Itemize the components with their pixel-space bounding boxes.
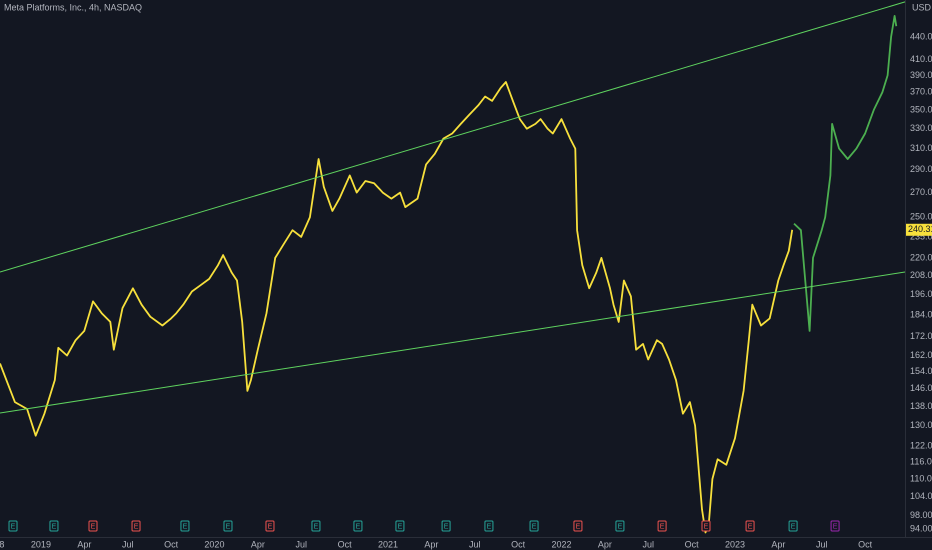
last-price-label: 240.31	[908, 224, 932, 234]
earnings-marker	[311, 520, 321, 532]
earnings-label: E	[704, 523, 709, 530]
earnings-marker	[745, 520, 755, 532]
earnings-marker	[88, 520, 98, 532]
earnings-marker	[529, 520, 539, 532]
earnings-label: E	[398, 523, 403, 530]
y-tick-label: 390.00	[910, 70, 932, 80]
y-tick-label: 250.00	[910, 212, 932, 222]
y-tick-label: 410.00	[910, 54, 932, 64]
x-tick-label: Jul	[816, 539, 828, 549]
x-tick-label: Oct	[685, 539, 700, 549]
y-tick-label: 440.00	[910, 31, 932, 41]
x-tick-label: Jul	[122, 539, 134, 549]
earnings-label: E	[91, 523, 96, 530]
x-tick-label: Jul	[469, 539, 481, 549]
earnings-label: E	[748, 523, 753, 530]
price-line	[0, 1, 906, 273]
y-tick-label: 310.00	[910, 143, 932, 153]
y-tick-label: 98.00	[910, 510, 932, 520]
y-tick-label: 110.00	[910, 473, 932, 483]
y-tick-label: 138.00	[910, 401, 932, 411]
chart-title: Meta Platforms, Inc., 4h, NASDAQ	[4, 2, 142, 12]
earnings-label: E	[356, 523, 361, 530]
x-tick-label: Oct	[858, 539, 873, 549]
earnings-marker	[180, 520, 190, 532]
earnings-label: E	[268, 523, 273, 530]
y-tick-label: 94.00	[910, 523, 932, 533]
y-tick-label: 146.00	[910, 383, 932, 393]
x-tick-label: 2020	[204, 539, 224, 549]
earnings-label: E	[226, 523, 231, 530]
last-price-tag	[906, 223, 932, 236]
x-tick-label: Apr	[251, 539, 265, 549]
x-tick-label: Oct	[338, 539, 353, 549]
price-line	[0, 81, 794, 534]
earnings-marker	[615, 520, 625, 532]
x-tick-label: Apr	[424, 539, 438, 549]
earnings-label: E	[532, 523, 537, 530]
y-tick-label: 370.00	[910, 87, 932, 97]
earnings-label: E	[134, 523, 139, 530]
earnings-marker	[49, 520, 59, 532]
earnings-label: E	[444, 523, 449, 530]
earnings-marker	[131, 520, 141, 532]
earnings-label: E	[314, 523, 319, 530]
x-tick-label: Oct	[164, 539, 179, 549]
x-tick-label: 2021	[378, 539, 398, 549]
earnings-label: E	[660, 523, 665, 530]
y-axis-label: USD	[912, 2, 932, 12]
earnings-marker	[353, 520, 363, 532]
y-tick-label: 270.00	[910, 187, 932, 197]
y-tick-label: 122.00	[910, 440, 932, 450]
y-tick-label: 196.00	[910, 289, 932, 299]
earnings-marker	[395, 520, 405, 532]
earnings-marker	[701, 520, 711, 532]
y-tick-label: 172.00	[910, 331, 932, 341]
x-tick-label: 2023	[725, 539, 745, 549]
x-tick-label: 8	[0, 539, 4, 549]
y-tick-label: 290.00	[910, 164, 932, 174]
earnings-label: E	[791, 523, 796, 530]
earnings-marker	[484, 520, 494, 532]
earnings-label: E	[576, 523, 581, 530]
earnings-label: E	[618, 523, 623, 530]
y-tick-label: 104.00	[910, 491, 932, 501]
earnings-marker	[788, 520, 798, 532]
earnings-label: E	[11, 523, 16, 530]
y-tick-label: 330.00	[910, 123, 932, 133]
x-tick-label: 2019	[31, 539, 51, 549]
x-tick-label: Apr	[598, 539, 612, 549]
earnings-marker	[223, 520, 233, 532]
earnings-label: E	[52, 523, 57, 530]
y-tick-label: 162.00	[910, 350, 932, 360]
earnings-label: E	[183, 523, 188, 530]
earnings-label: E	[833, 523, 838, 530]
y-tick-label: 208.00	[910, 270, 932, 280]
y-tick-label: 184.00	[910, 309, 932, 319]
x-tick-label: Jul	[295, 539, 307, 549]
earnings-marker	[657, 520, 667, 532]
y-tick-label: 235.00	[910, 231, 932, 241]
x-tick-label: Oct	[511, 539, 526, 549]
x-tick-label: Apr	[77, 539, 91, 549]
y-tick-label: 220.00	[910, 252, 932, 262]
earnings-marker	[8, 520, 18, 532]
earnings-label: E	[487, 523, 492, 530]
y-tick-label: 130.00	[910, 420, 932, 430]
y-tick-label: 154.00	[910, 366, 932, 376]
price-line	[793, 15, 898, 332]
earnings-marker	[830, 520, 840, 532]
x-tick-label: Jul	[642, 539, 654, 549]
earnings-marker	[573, 520, 583, 532]
y-tick-label: 350.00	[910, 104, 932, 114]
x-tick-label: 2022	[551, 539, 571, 549]
x-tick-label: Apr	[771, 539, 785, 549]
price-line	[0, 271, 906, 414]
y-tick-label: 116.00	[910, 456, 932, 466]
earnings-marker	[265, 520, 275, 532]
earnings-marker	[441, 520, 451, 532]
